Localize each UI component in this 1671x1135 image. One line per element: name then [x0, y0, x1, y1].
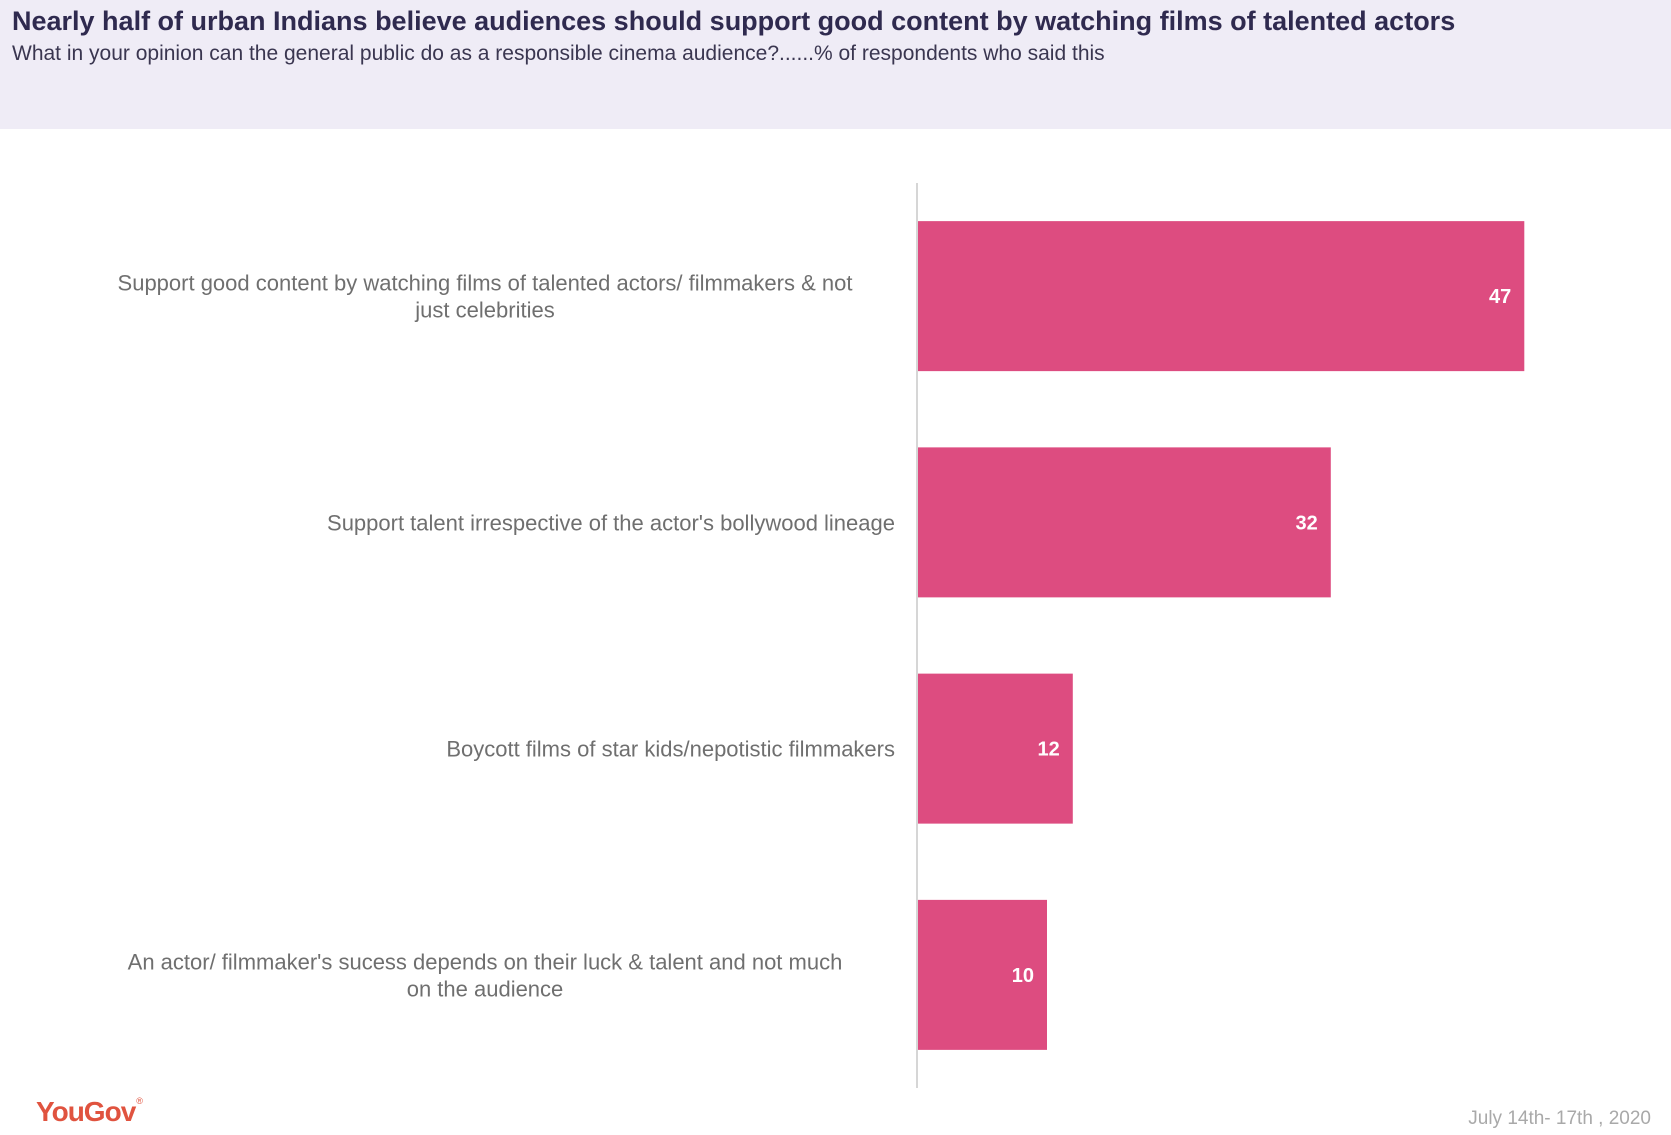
bar-value-label-3: 10 [1012, 965, 1034, 987]
chart-subtitle: What in your opinion can the general pub… [12, 42, 1105, 65]
category-label-0: Support good content by watching films o… [118, 271, 853, 323]
category-label-3-line-0: An actor/ filmmaker's sucess depends on … [128, 949, 843, 974]
bar-2 [918, 673, 1073, 824]
bar-0 [918, 221, 1525, 372]
yougov-logo: YouGov® [36, 1096, 143, 1127]
category-label-1: Support talent irrespective of the actor… [327, 510, 895, 535]
survey-date: July 14th- 17th , 2020 [1468, 1108, 1651, 1129]
bar-value-label-0: 47 [1489, 286, 1511, 308]
category-label-3: An actor/ filmmaker's sucess depends on … [128, 949, 843, 1001]
bar-value-label-1: 32 [1296, 512, 1318, 534]
category-label-0-line-1: just celebrities [414, 298, 554, 323]
header-band: Nearly half of urban Indians believe aud… [0, 0, 1671, 129]
category-label-3-line-1: on the audience [407, 976, 564, 1001]
category-label-0-line-0: Support good content by watching films o… [118, 271, 853, 296]
bar-value-label-2: 12 [1038, 739, 1060, 761]
bar-1 [918, 447, 1331, 598]
chart-title: Nearly half of urban Indians believe aud… [12, 6, 1456, 36]
bar-3 [918, 899, 1047, 1050]
category-label-2: Boycott films of star kids/nepotistic fi… [446, 737, 895, 762]
